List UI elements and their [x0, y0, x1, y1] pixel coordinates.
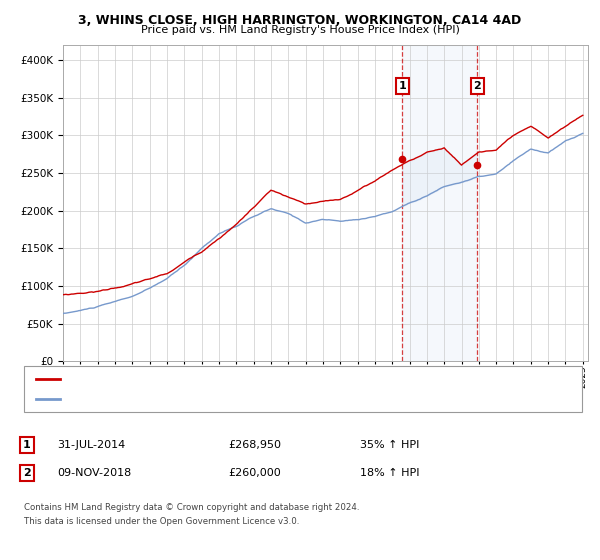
Text: 09-NOV-2018: 09-NOV-2018 [57, 468, 131, 478]
Text: 1: 1 [23, 440, 31, 450]
Text: 3, WHINS CLOSE, HIGH HARRINGTON, WORKINGTON, CA14 4AD: 3, WHINS CLOSE, HIGH HARRINGTON, WORKING… [79, 14, 521, 27]
Text: 2: 2 [473, 81, 481, 91]
Text: 18% ↑ HPI: 18% ↑ HPI [360, 468, 419, 478]
Text: 2: 2 [23, 468, 31, 478]
Text: This data is licensed under the Open Government Licence v3.0.: This data is licensed under the Open Gov… [24, 517, 299, 526]
Text: 35% ↑ HPI: 35% ↑ HPI [360, 440, 419, 450]
Text: 31-JUL-2014: 31-JUL-2014 [57, 440, 125, 450]
Text: HPI: Average price, detached house, Cumberland: HPI: Average price, detached house, Cumb… [69, 394, 310, 404]
Text: £260,000: £260,000 [228, 468, 281, 478]
Text: Contains HM Land Registry data © Crown copyright and database right 2024.: Contains HM Land Registry data © Crown c… [24, 503, 359, 512]
Text: £268,950: £268,950 [228, 440, 281, 450]
Text: Price paid vs. HM Land Registry's House Price Index (HPI): Price paid vs. HM Land Registry's House … [140, 25, 460, 35]
Text: 1: 1 [398, 81, 406, 91]
Text: 3, WHINS CLOSE, HIGH HARRINGTON, WORKINGTON, CA14 4AD (detached house): 3, WHINS CLOSE, HIGH HARRINGTON, WORKING… [69, 374, 470, 384]
Bar [403, 45, 478, 361]
